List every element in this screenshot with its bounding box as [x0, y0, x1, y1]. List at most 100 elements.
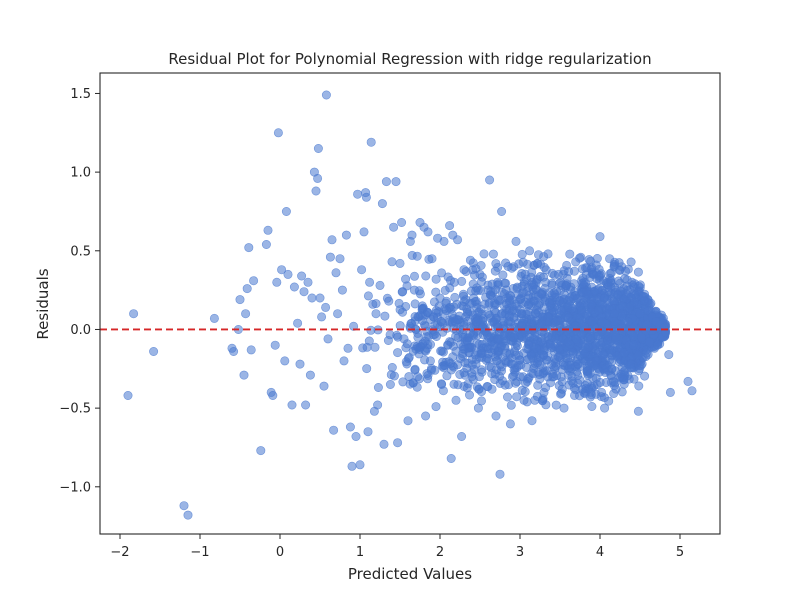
scatter-point — [437, 268, 447, 278]
scatter-point — [209, 313, 219, 323]
scatter-point — [307, 293, 317, 303]
scatter-point — [528, 282, 538, 292]
scatter-point — [235, 295, 245, 305]
scatter-point — [486, 362, 496, 372]
scatter-point — [426, 365, 436, 375]
scatter-point — [385, 379, 395, 389]
scatter-point — [653, 340, 663, 350]
scatter-point — [547, 290, 557, 300]
scatter-point — [535, 359, 545, 369]
scatter-point — [631, 293, 641, 303]
scatter-point — [645, 337, 655, 347]
scatter-point — [337, 285, 347, 295]
scatter-point — [239, 370, 249, 380]
scatter-point — [463, 379, 473, 389]
scatter-point — [613, 290, 623, 300]
scatter-point — [528, 369, 538, 379]
scatter-point — [453, 360, 463, 370]
scatter-point — [527, 416, 537, 426]
scatter-point — [389, 371, 399, 381]
x-tick-label: 5 — [676, 545, 684, 560]
scatter-point — [495, 469, 505, 479]
scatter-point — [507, 301, 517, 311]
scatter-point — [425, 356, 435, 366]
scatter-point — [500, 341, 510, 351]
scatter-point — [551, 400, 561, 410]
scatter-point — [179, 501, 189, 511]
scatter-point — [429, 312, 439, 322]
scatter-point — [366, 137, 376, 147]
scatter-point — [423, 227, 433, 237]
scatter-point — [634, 364, 644, 374]
scatter-point — [401, 274, 411, 284]
scatter-point — [129, 309, 139, 319]
scatter-point — [373, 400, 383, 410]
scatter-point — [683, 376, 693, 386]
scatter-point — [341, 230, 351, 240]
scatter-point — [601, 340, 611, 350]
scatter-point — [242, 284, 252, 294]
scatter-point — [479, 249, 489, 259]
scatter-point — [629, 374, 639, 384]
scatter-point — [597, 317, 607, 327]
scatter-point — [399, 334, 409, 344]
scatter-point — [555, 353, 565, 363]
scatter-point — [329, 425, 339, 435]
x-tick-label: 4 — [596, 545, 604, 560]
scatter-point — [519, 395, 529, 405]
scatter-point — [270, 340, 280, 350]
scatter-point — [597, 387, 607, 397]
scatter-point — [313, 173, 323, 183]
y-tick-label: −1.0 — [59, 480, 91, 495]
scatter-point — [627, 277, 637, 287]
scatter-point — [385, 330, 395, 340]
scatter-point — [403, 416, 413, 426]
scatter-point — [504, 380, 514, 390]
y-tick-label: 1.5 — [70, 87, 91, 102]
scatter-point — [477, 348, 487, 358]
scatter-point — [581, 343, 591, 353]
scatter-point — [595, 232, 605, 242]
scatter-point — [637, 332, 647, 342]
scatter-point — [473, 285, 483, 295]
scatter-point — [583, 290, 593, 300]
scatter-point — [452, 314, 462, 324]
scatter-point — [517, 385, 527, 395]
scatter-point — [559, 403, 569, 413]
scatter-point — [563, 313, 573, 323]
scatter-point — [404, 372, 414, 382]
scatter-point — [640, 371, 650, 381]
scatter-point — [609, 309, 619, 319]
scatter-point — [513, 290, 523, 300]
scatter-point — [422, 326, 432, 336]
scatter-point — [256, 446, 266, 456]
scatter-point — [370, 342, 380, 352]
scatter-point — [241, 309, 251, 319]
scatter-point — [451, 395, 461, 405]
scatter-point — [643, 306, 653, 316]
scatter-point — [358, 343, 368, 353]
scatter-point — [229, 346, 239, 356]
scatter-point — [408, 378, 418, 388]
scatter-point — [123, 390, 133, 400]
scatter-point — [553, 269, 563, 279]
scatter-point — [609, 261, 619, 271]
scatter-point — [395, 305, 405, 315]
scatter-point — [573, 359, 583, 369]
scatter-point — [626, 257, 636, 267]
scatter-point — [357, 265, 367, 275]
scatter-point — [504, 293, 514, 303]
scatter-point — [459, 291, 469, 301]
scatter-point — [585, 332, 595, 342]
points-layer — [123, 90, 697, 520]
scatter-point — [502, 392, 512, 402]
scatter-point — [464, 336, 474, 346]
scatter-point — [491, 285, 501, 295]
scatter-point — [490, 266, 500, 276]
scatter-point — [261, 240, 271, 250]
scatter-point — [503, 261, 513, 271]
scatter-point — [508, 283, 518, 293]
scatter-point — [617, 323, 627, 333]
scatter-point — [522, 344, 532, 354]
